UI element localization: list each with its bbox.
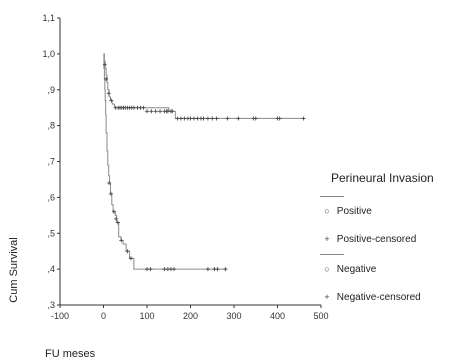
legend-entry-negative: ○ Negative	[320, 264, 376, 278]
censor-mark-negative	[175, 116, 180, 121]
censor-mark-negative	[195, 116, 200, 121]
legend-entry-negative-censored: + Negative-censored	[320, 292, 421, 306]
x-tick-label: -100	[51, 311, 69, 321]
censor-mark-negative	[131, 105, 136, 110]
censor-mark-negative	[277, 116, 282, 121]
legend-divider	[320, 254, 344, 255]
censor-mark-negative	[182, 116, 187, 121]
censor-mark-positive	[171, 267, 176, 272]
censor-mark-negative	[210, 116, 215, 121]
censor-mark-negative	[106, 91, 111, 96]
censor-mark-negative	[149, 109, 154, 114]
censor-mark-positive	[145, 267, 149, 272]
censor-mark-positive	[108, 191, 113, 196]
censor-marks	[102, 62, 306, 272]
survival-curves	[103, 53, 304, 270]
y-tick-label: ,6	[47, 192, 55, 202]
y-tick-label: ,5	[47, 228, 55, 238]
x-axis-title: FU meses	[45, 348, 96, 360]
censor-mark-negative	[188, 116, 193, 121]
censor-mark-negative	[236, 116, 241, 121]
censor-mark-positive	[223, 267, 228, 272]
legend-plus-icon: +	[324, 234, 330, 244]
censor-mark-negative	[178, 116, 183, 121]
censor-mark-positive	[215, 267, 220, 272]
censor-mark-positive	[107, 181, 112, 186]
censor-mark-negative	[201, 116, 206, 121]
censor-mark-negative	[205, 116, 210, 121]
legend-entry-positive-censored: + Positive-censored	[320, 234, 416, 248]
censor-mark-negative	[170, 109, 175, 114]
legend-label-positive: Positive	[336, 206, 372, 217]
censor-mark-negative	[102, 62, 107, 67]
x-tick-label: 200	[183, 311, 198, 321]
y-tick-label: 1,1	[42, 13, 55, 23]
y-tick-label: ,4	[47, 264, 55, 274]
censor-mark-positive	[148, 267, 153, 272]
censor-mark-positive	[125, 249, 130, 254]
legend-circle-icon: ○	[324, 264, 330, 274]
survival-curve-positive	[103, 53, 228, 270]
legend-label-negative-censored: Negative-censored	[336, 292, 421, 303]
censor-mark-negative	[153, 109, 158, 114]
legend-label-negative: Negative	[336, 264, 377, 275]
censor-mark-positive	[115, 220, 120, 225]
legend-label-positive-censored: Positive-censored	[336, 234, 417, 245]
censor-mark-positive	[128, 256, 133, 261]
axes: 1,1 1,0 ,9 ,8 ,7 ,6 ,5 ,4 ,3-100 0 100 200 300 400 500	[42, 13, 328, 321]
x-tick-label: 100	[139, 311, 154, 321]
y-axis-title: Cum Survival	[8, 237, 20, 302]
x-tick-label: 500	[313, 311, 328, 321]
y-tick-label: 1,0	[42, 49, 55, 59]
censor-mark-negative	[145, 109, 149, 114]
y-tick-label: ,7	[47, 157, 55, 167]
censor-mark-negative	[225, 116, 230, 121]
x-tick-label: 400	[270, 311, 285, 321]
censor-mark-positive	[162, 267, 167, 272]
censor-mark-negative	[141, 105, 146, 110]
censor-mark-positive	[205, 267, 210, 272]
censor-mark-negative	[158, 109, 163, 114]
y-tick-label: ,3	[47, 300, 55, 310]
x-tick-label: 0	[101, 311, 106, 321]
censor-mark-positive	[111, 209, 116, 214]
legend-plus-icon: +	[324, 292, 330, 302]
censor-mark-negative	[253, 116, 258, 121]
censor-mark-positive	[114, 216, 119, 221]
legend-circle-icon: ○	[324, 206, 330, 216]
y-tick-label: ,9	[47, 85, 55, 95]
censor-mark-positive	[119, 238, 124, 243]
y-tick-label: ,8	[47, 121, 55, 131]
legend-divider	[320, 196, 344, 197]
x-tick-label: 300	[226, 311, 241, 321]
censor-mark-negative	[214, 116, 219, 121]
legend-title: Perineural Invasion	[331, 171, 434, 185]
censor-mark-negative	[104, 76, 109, 81]
censor-mark-negative	[301, 116, 306, 121]
censor-mark-negative	[109, 98, 114, 103]
legend-entry-positive: ○ Positive	[320, 206, 372, 220]
censor-mark-negative	[191, 116, 196, 121]
